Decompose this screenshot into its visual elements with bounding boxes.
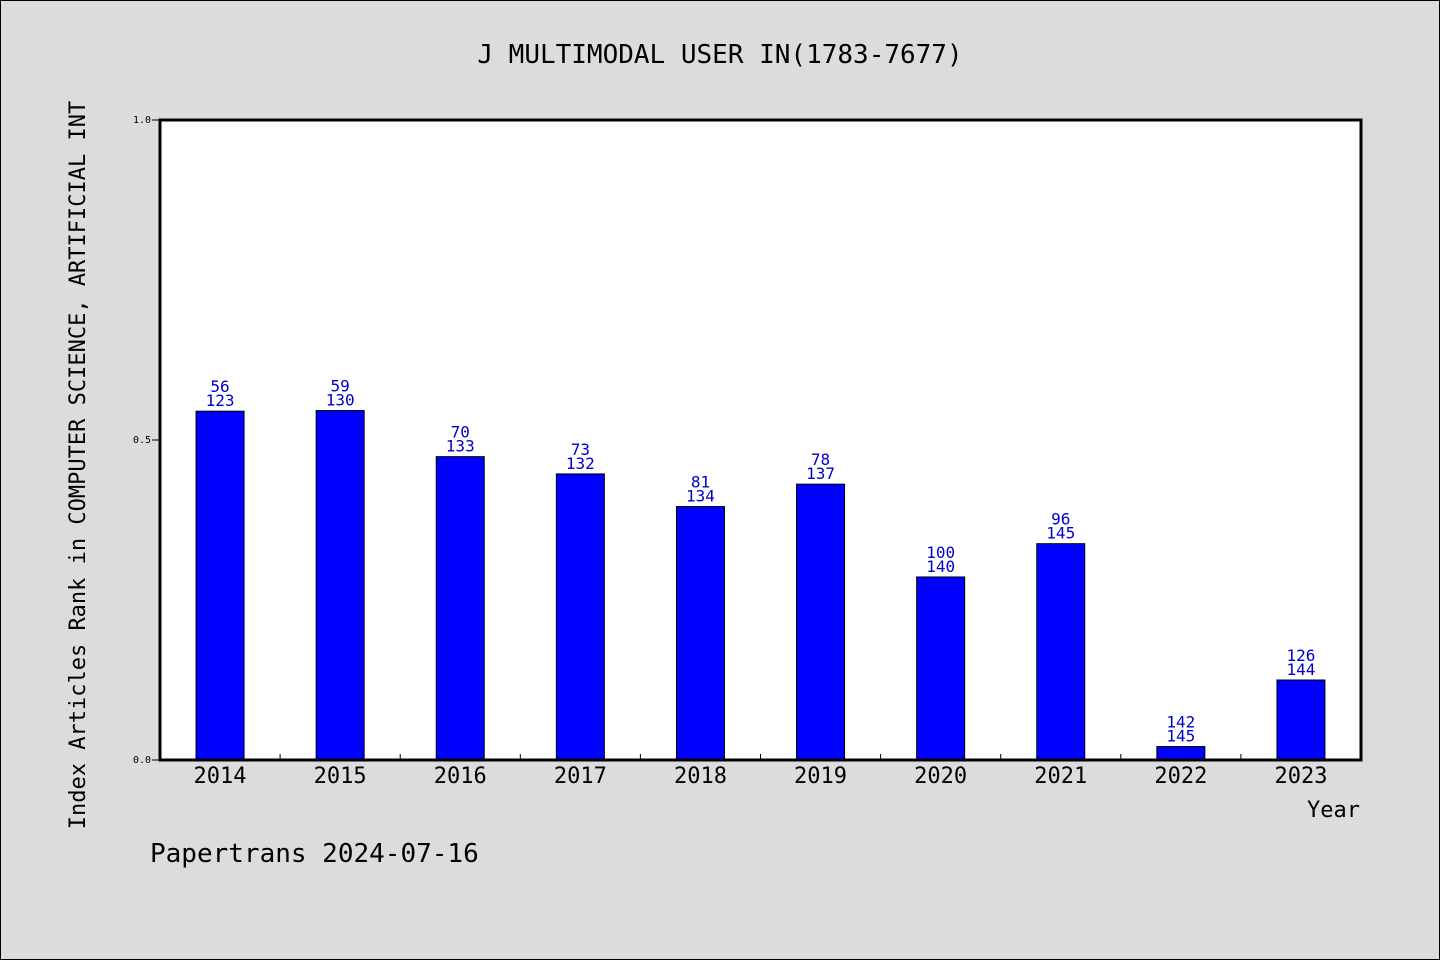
y-axis-ticks: 0.0 0.5 1.0	[133, 115, 160, 766]
y-tick-label-1.0: 1.0	[133, 115, 151, 126]
data-label-rank-2015: 59	[331, 377, 350, 396]
x-tick-label-2020: 2020	[914, 764, 967, 789]
data-label-rank-2017: 73	[571, 440, 590, 459]
data-label-total-2016: 133	[446, 437, 475, 456]
data-label-rank-2022: 142	[1166, 713, 1195, 732]
data-label-rank-2023: 126	[1286, 646, 1315, 665]
data-label-total-2019: 137	[806, 464, 835, 483]
x-tick-label-2016: 2016	[434, 764, 487, 789]
data-label-rank-2019: 78	[811, 450, 830, 469]
data-label-total-2017: 132	[566, 454, 595, 473]
data-label-total-2015: 130	[326, 391, 355, 410]
footer-text: Papertrans 2024-07-16	[150, 839, 479, 869]
bar-group	[195, 410, 1326, 761]
x-tick-label-2018: 2018	[674, 764, 727, 789]
x-tick-label-2015: 2015	[314, 764, 367, 789]
bar-2016	[435, 456, 485, 761]
data-label-rank-2021: 96	[1051, 510, 1070, 529]
x-tick-label-2022: 2022	[1154, 764, 1207, 789]
chart-title: J MULTIMODAL USER IN(1783-7677)	[477, 40, 962, 70]
data-label-total-2020: 140	[926, 557, 955, 576]
data-label-total-2023: 144	[1286, 660, 1315, 679]
bar-2014	[195, 410, 245, 761]
x-axis-label: Year	[1307, 798, 1360, 823]
data-label-rank-2020: 100	[926, 543, 955, 562]
x-tick-label-2019: 2019	[794, 764, 847, 789]
x-tick-label-2017: 2017	[554, 764, 607, 789]
data-label-total-2014: 123	[206, 391, 235, 410]
x-tick-label-2021: 2021	[1034, 764, 1087, 789]
bar-2015	[315, 410, 365, 761]
data-label-total-2018: 134	[686, 487, 715, 506]
bar-2018	[675, 506, 725, 761]
data-label-rank-2014: 56	[210, 377, 229, 396]
data-label-rank-2016: 70	[451, 423, 470, 442]
x-tick-label-2014: 2014	[194, 764, 247, 789]
bar-2017	[555, 473, 605, 761]
data-label-total-2021: 145	[1046, 524, 1075, 543]
bar-2022	[1156, 746, 1206, 761]
bar-2019	[796, 483, 846, 761]
bar-2021	[1036, 543, 1086, 761]
y-tick-label-0.0: 0.0	[133, 755, 151, 766]
y-tick-label-0.5: 0.5	[133, 435, 151, 446]
x-tick-label-2023: 2023	[1274, 764, 1327, 789]
bar-2023	[1276, 679, 1326, 761]
data-label-total-2022: 145	[1166, 727, 1195, 746]
y-axis-label: Index Articles Rank in COMPUTER SCIENCE,…	[66, 101, 91, 829]
x-axis-ticks: 2014 2015 2016 2017 2018 2019 2020 2021 2022 2023	[194, 754, 1327, 789]
bar-2020	[916, 576, 966, 761]
data-label-rank-2018: 81	[691, 473, 710, 492]
